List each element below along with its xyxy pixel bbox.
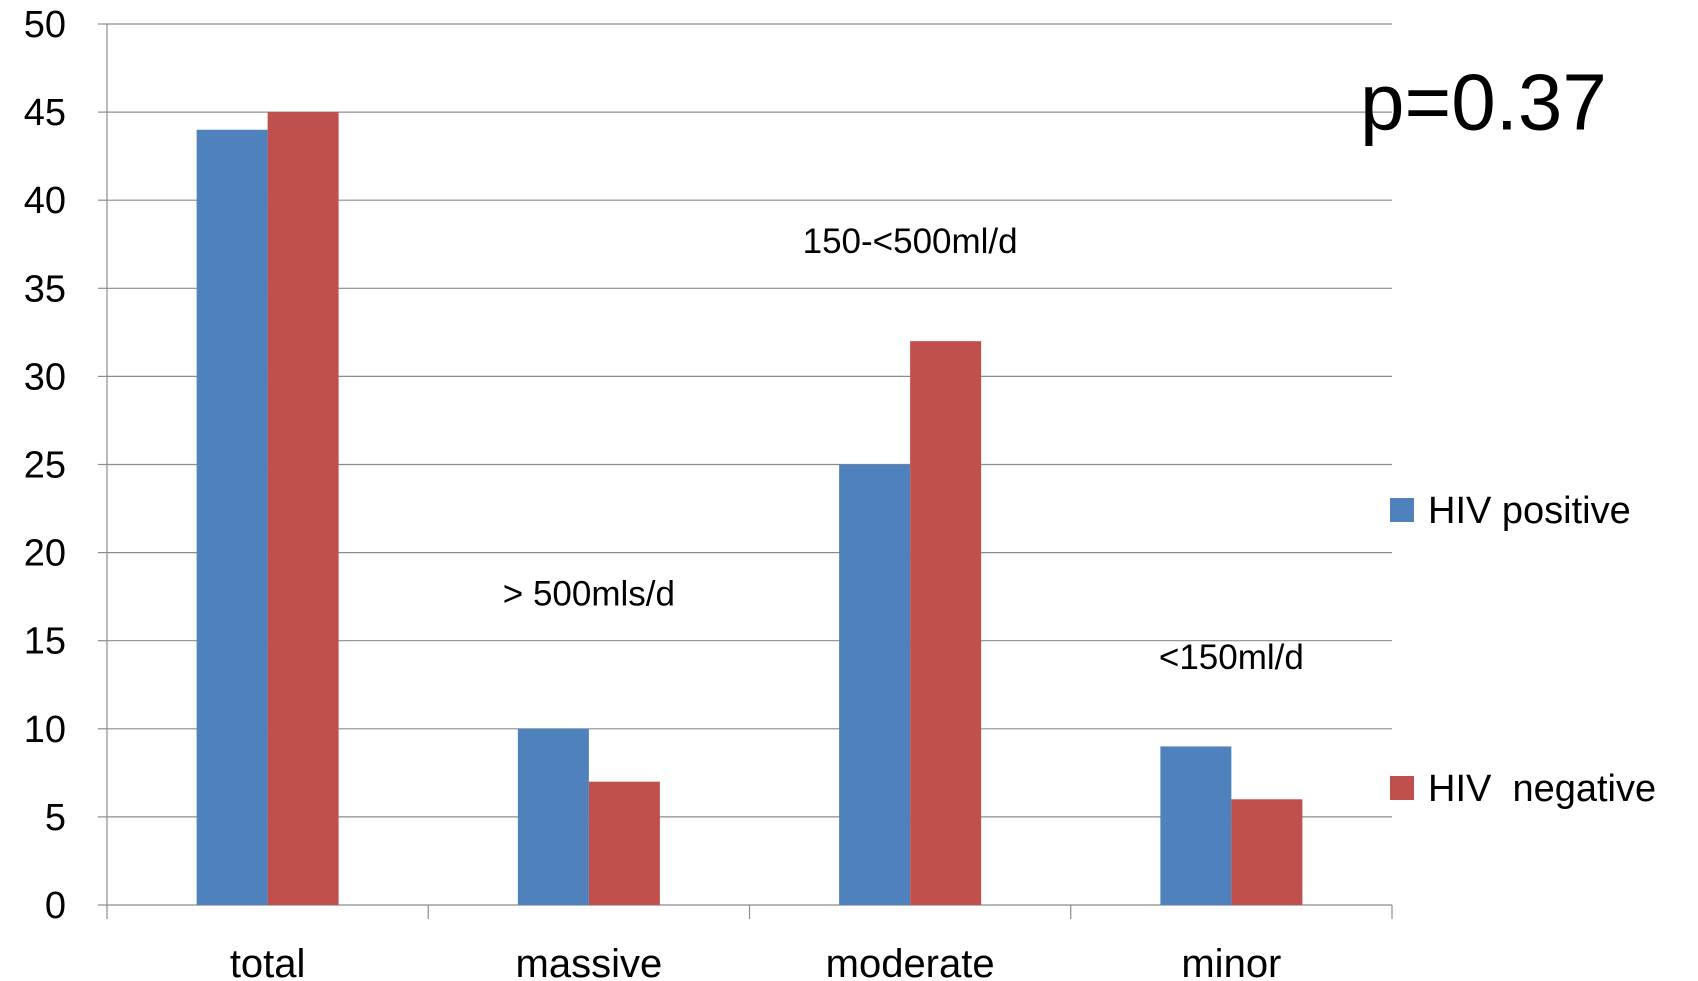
bars [196,112,1303,906]
labels: 0 5 10 15 20 25 30 35 40 45 50 total massive moderate… [24,4,1607,981]
y-tick-label: 30 [24,356,66,398]
x-tick-label: moderate [826,942,995,981]
x-tick-label: minor [1181,942,1281,981]
annotation: > 500mls/d [503,574,675,613]
x-tick-label: massive [516,942,663,981]
y-tick-label: 5 [45,797,66,839]
annotation: <150ml/d [1159,638,1304,677]
annotation: p=0.37 [1360,58,1607,147]
x-tick-label: total [230,942,306,981]
bar [1231,799,1303,905]
y-tick-label: 35 [24,268,66,310]
legend: HIV positive HIV negative [1390,490,1656,810]
y-tick-label: 0 [45,885,66,927]
legend-label: HIV negative [1428,768,1656,810]
legend-swatch [1390,776,1414,800]
bar [196,129,268,906]
y-tick-label: 25 [24,445,66,487]
legend-label: HIV positive [1428,490,1631,532]
y-tick-label: 50 [24,4,66,46]
y-tick-label: 40 [24,180,66,222]
y-tick-label: 10 [24,709,66,751]
bar [910,341,982,905]
y-tick-label: 20 [24,533,66,575]
bar [1160,746,1232,905]
y-tick-label: 15 [24,621,66,663]
bar [588,781,660,905]
bar [839,464,911,905]
legend-swatch [1390,498,1414,522]
bar [267,112,339,906]
y-tick-label: 45 [24,92,66,134]
bar [517,728,589,905]
annotation: 150-<500ml/d [803,222,1018,261]
